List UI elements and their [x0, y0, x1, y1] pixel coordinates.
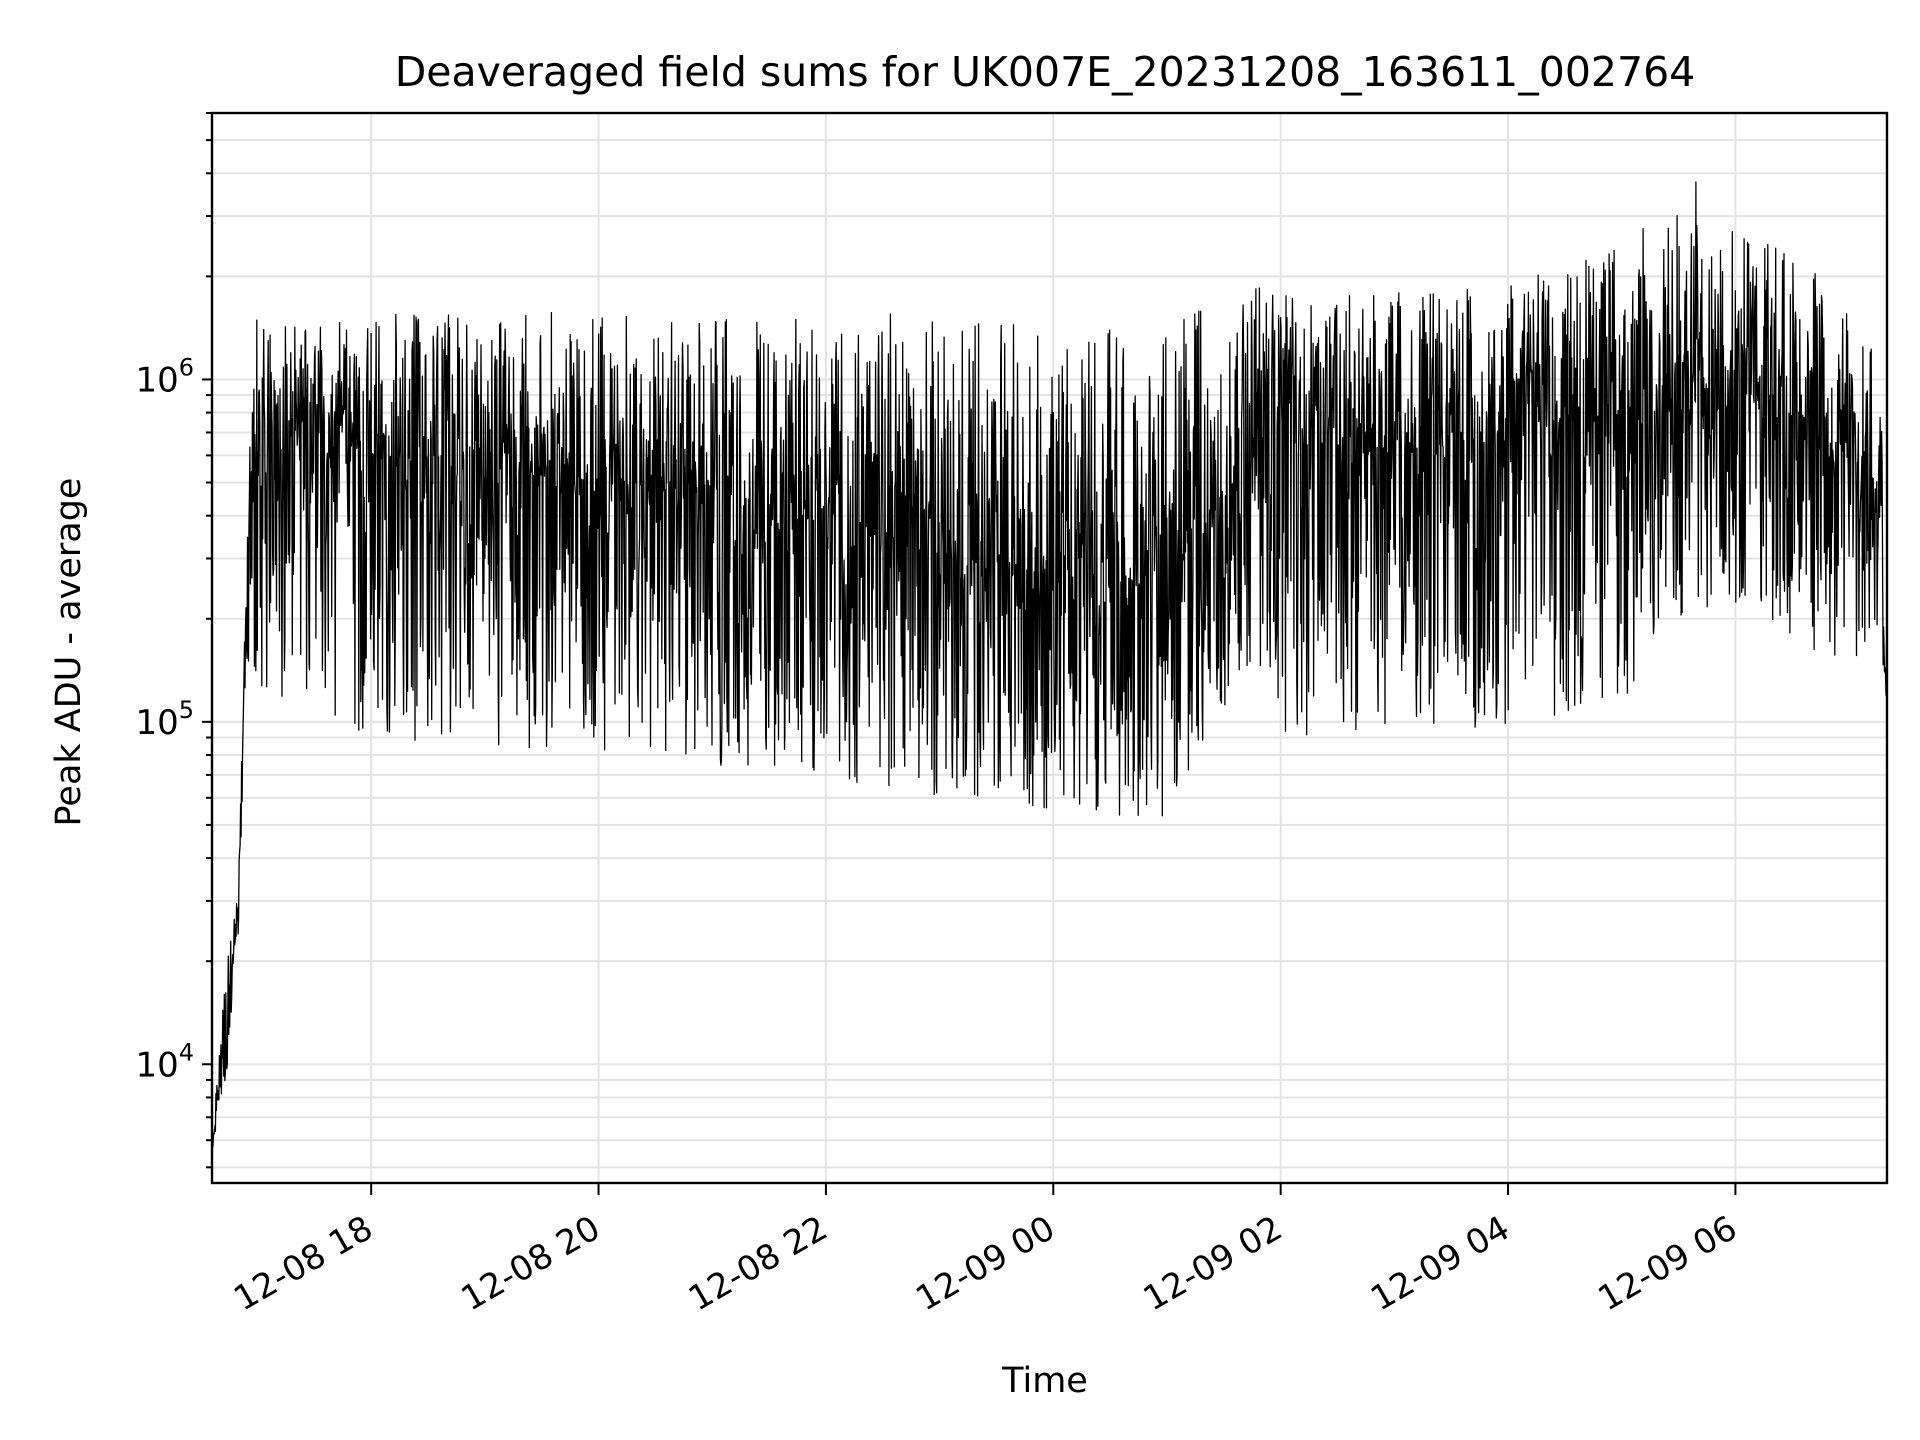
x-tick-label: 12-09 02 [1137, 1208, 1289, 1319]
x-axis-label: Time [1001, 1361, 1088, 1401]
y-axis-label: Peak ADU - average [49, 478, 89, 827]
y-tick-label: 106 [135, 353, 194, 400]
x-tick-label: 12-09 04 [1364, 1208, 1516, 1319]
chart-title: Deaveraged field sums for UK007E_2023120… [395, 48, 1696, 96]
x-tick-label: 12-08 20 [455, 1208, 607, 1319]
x-tick-label: 12-09 00 [909, 1208, 1061, 1319]
y-ticks: 104 105 106 [135, 112, 212, 1169]
x-ticks: 12-08 18 12-08 20 12-08 22 12-09 00 12-09 02… [227, 1183, 1744, 1319]
y-tick-label: 105 [135, 696, 194, 743]
x-tick-label: 12-09 06 [1592, 1208, 1744, 1319]
series-line [211, 181, 1888, 1154]
x-tick-label: 12-08 18 [227, 1208, 379, 1319]
x-tick-label: 12-08 22 [682, 1208, 834, 1319]
axes-frame [210, 111, 1889, 1185]
plot-area [211, 181, 1888, 1154]
y-tick-label: 104 [135, 1038, 194, 1085]
